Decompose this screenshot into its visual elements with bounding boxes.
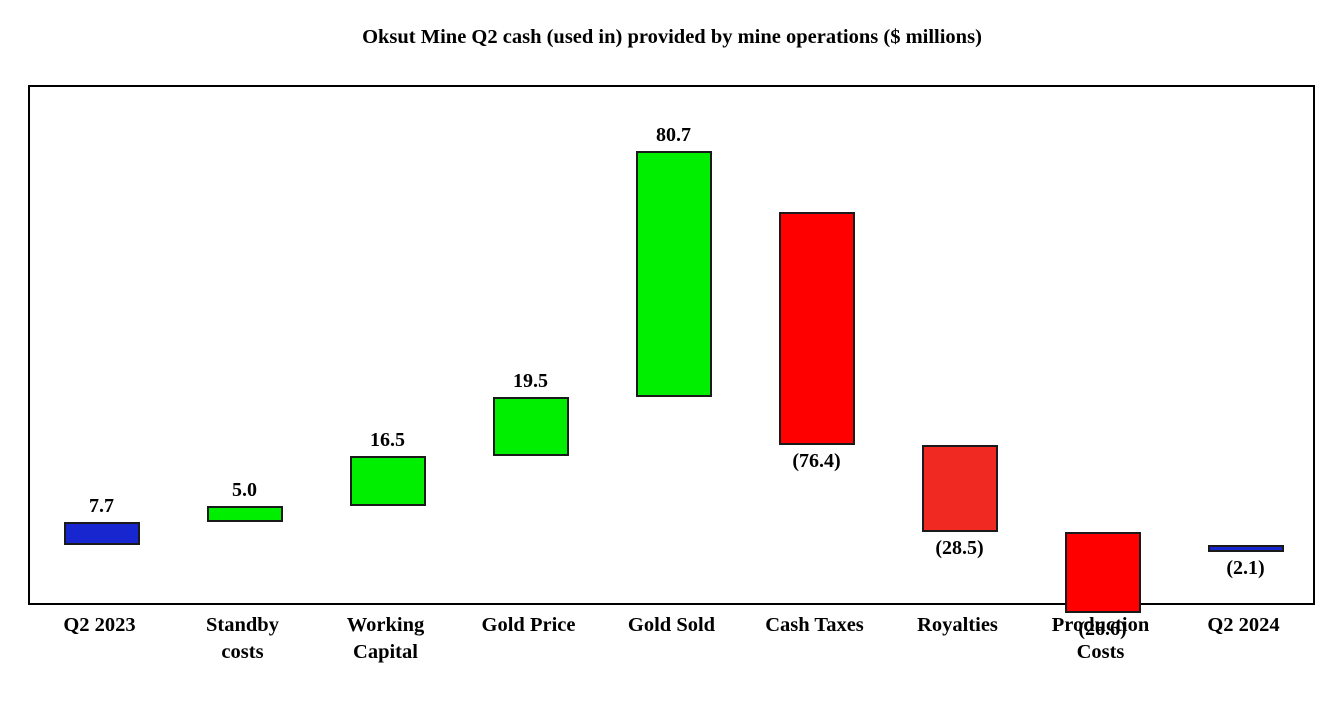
bar-value-label: (26.6) [1078,617,1127,640]
chart-title: Oksut Mine Q2 cash (used in) provided by… [362,26,982,48]
bar-value-label: 5.0 [232,479,257,502]
waterfall-bar[interactable] [1207,545,1284,552]
category-label-line: Standby [206,614,279,636]
waterfall-column: (2.1) [1174,87,1317,603]
category-label-line: Q2 2024 [1207,614,1280,636]
waterfall-column: 7.7 [30,87,173,603]
category-label: Q2 2024 [1172,612,1315,639]
bar-value-label: 7.7 [89,494,114,517]
waterfall-bar[interactable] [63,521,140,545]
category-label: Q2 2023 [28,612,171,639]
waterfall-column: 80.7 [602,87,745,603]
category-label-line: Production [1051,614,1150,636]
waterfall-bar[interactable] [492,396,569,457]
category-label-line: Working [346,614,425,636]
waterfall-bar[interactable] [921,445,998,532]
bar-value-label: 80.7 [656,123,691,146]
waterfall-column: 5.0 [173,87,316,603]
waterfall-bar[interactable] [206,506,283,522]
waterfall-bar[interactable] [349,456,426,507]
waterfall-column: (28.5) [888,87,1031,603]
bar-value-label: (2.1) [1226,557,1265,579]
category-label: Gold Price [457,612,600,639]
category-label-line: costs [221,641,264,664]
category-label-line: Capital [353,641,418,664]
plot-frame: 7.7 5.0 16.5 19.5 80.7 (76.4) (28.5) (26.6) (2.1… [28,85,1315,639]
category-label-line: Royalties [917,614,998,636]
bar-value-label: (76.4) [792,450,841,473]
category-label: Production Costs [1029,612,1172,666]
waterfall-column: (76.4) [745,87,888,603]
waterfall-bar[interactable] [1064,531,1141,613]
category-label-line: Q2 2023 [63,614,136,636]
bar-value-label: (28.5) [935,536,984,559]
category-label: Cash Taxes [743,612,886,639]
category-label-line: Gold Price [481,614,576,636]
category-axis: Q2 2023 Standby costs Working Capital Gold Pr… [28,612,1315,692]
bar-value-label: 19.5 [513,369,548,392]
waterfall-bar[interactable] [635,150,712,397]
bar-value-label: 16.5 [370,429,405,452]
category-label: Gold Sold [600,612,743,639]
category-label-line: Cash Taxes [765,614,864,636]
waterfall-column: 19.5 [459,87,602,603]
waterfall-column: (26.6) [1031,87,1174,639]
category-label-line: Costs [1076,641,1125,664]
waterfall-column: 16.5 [316,87,459,603]
category-label-line: Gold Sold [627,614,716,636]
category-label: Working Capital [314,612,457,666]
waterfall-bar[interactable] [778,212,855,446]
plot-area: 7.7 5.0 16.5 19.5 80.7 (76.4) (28.5) (26.6) (2.1… [30,87,1313,639]
category-label: Standby costs [171,612,314,666]
category-label: Royalties [886,612,1029,639]
